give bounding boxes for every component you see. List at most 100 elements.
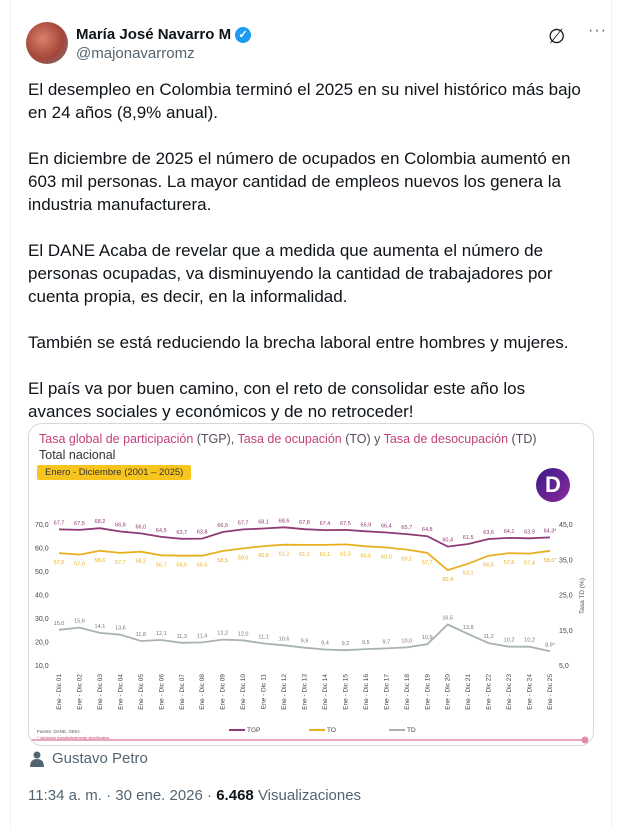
right-axis-tick: 15,0 bbox=[559, 628, 573, 635]
series-line-tgp bbox=[58, 526, 551, 548]
data-label-td: 11,1 bbox=[258, 634, 268, 640]
verified-badge-icon[interactable]: ✓ bbox=[235, 26, 252, 43]
data-label-to: 60,5 bbox=[361, 553, 372, 559]
chart-title: Tasa global de participación (TGP), Tasa… bbox=[39, 432, 537, 446]
data-label-tgp: 66,6 bbox=[217, 523, 228, 529]
person-icon bbox=[30, 751, 44, 767]
data-label-to: 61,1 bbox=[299, 552, 310, 558]
paragraph: El país va por buen camino, con el reto … bbox=[28, 379, 526, 421]
tweet-meta: 11:34 a. m. · 30 ene. 2026 · 6.468 Visua… bbox=[28, 787, 362, 804]
left-axis-tick: 50,0 bbox=[35, 569, 49, 576]
data-label-tgp: 67,5 bbox=[340, 521, 351, 527]
data-label-to: 58,6* bbox=[544, 558, 558, 564]
period-badge: Enero - Diciembre (2001 – 2025) bbox=[37, 465, 192, 480]
series-line-td bbox=[58, 623, 551, 653]
data-label-tgp: 63,7 bbox=[176, 530, 187, 536]
data-label-to: 61,3 bbox=[340, 551, 351, 557]
series-line-to bbox=[58, 543, 551, 572]
data-label-tgp: 67,7 bbox=[238, 520, 249, 526]
data-label-to: 57,0 bbox=[74, 562, 85, 568]
chart-plot: 70,0 60,0 50,0 40,0 30,0 20,0 10,0 45,0 35,0 25,0… bbox=[29, 518, 589, 744]
left-axis-tick: 60,0 bbox=[35, 546, 49, 553]
data-label-tgp: 67,8 bbox=[299, 520, 310, 526]
x-axis-tick: Ene - Dic 09 bbox=[220, 674, 227, 710]
data-label-td: 15,0 bbox=[54, 621, 65, 627]
tweet-card bbox=[10, 0, 612, 828]
data-label-to: 60,6 bbox=[258, 553, 269, 559]
x-axis-tick: Ene - Dic 19 bbox=[424, 674, 431, 710]
data-label-td: 11,2 bbox=[483, 634, 493, 640]
chart-source: Fuente: DANE, GEIH. bbox=[37, 729, 81, 734]
data-label-to: 56,5 bbox=[197, 563, 208, 569]
x-axis-tick: Ene - Dic 16 bbox=[363, 674, 370, 710]
author-name[interactable]: María José Navarro M bbox=[76, 26, 232, 43]
data-label-td: 10,6 bbox=[279, 636, 290, 642]
right-axis-tick: 5,0 bbox=[559, 663, 569, 670]
avatar[interactable] bbox=[26, 22, 68, 64]
x-axis-tick: Ene - Dic 14 bbox=[322, 674, 329, 710]
data-label-tgp: 67,7 bbox=[54, 520, 65, 526]
data-label-to: 58,5 bbox=[217, 558, 228, 564]
data-label-td: 12,2 bbox=[217, 631, 228, 637]
data-label-td: 12,0 bbox=[238, 631, 249, 637]
data-label-tgp: 60,4 bbox=[442, 538, 453, 544]
data-label-to: 57,7 bbox=[115, 560, 126, 566]
data-label-to: 59,6 bbox=[238, 555, 249, 561]
author-name-row[interactable]: María José Navarro M ✓ bbox=[76, 26, 252, 43]
data-label-tgp: 63,9 bbox=[524, 529, 535, 535]
data-label-td: 9,4 bbox=[321, 640, 329, 646]
chart-image[interactable]: Tasa global de participación (TGP), Tasa… bbox=[28, 423, 594, 746]
data-label-td: 11,4 bbox=[197, 633, 207, 639]
data-label-to: 61,1 bbox=[320, 552, 331, 558]
data-label-to: 56,5 bbox=[176, 563, 187, 569]
left-axis-tick: 20,0 bbox=[35, 640, 49, 647]
more-dots-icon[interactable]: ··· bbox=[588, 22, 607, 39]
left-axis-tick: 30,0 bbox=[35, 616, 49, 623]
tweet-time[interactable]: 11:34 a. m. bbox=[28, 787, 102, 804]
right-axis-tick: 45,0 bbox=[559, 522, 573, 529]
data-label-to: 57,6 bbox=[54, 560, 65, 566]
x-axis-tick: Ene - Dic 24 bbox=[527, 674, 534, 710]
paragraph: También se está reduciendo la brecha lab… bbox=[28, 333, 569, 352]
data-label-to: 59,1 bbox=[401, 557, 412, 563]
paragraph: En diciembre de 2025 el número de ocupad… bbox=[28, 149, 571, 214]
tweet-date[interactable]: 30 ene. 2026 bbox=[115, 787, 203, 804]
tagged-user[interactable]: Gustavo Petro bbox=[30, 750, 148, 767]
data-label-td: 10,0 bbox=[401, 638, 412, 644]
x-axis-tick: Ene - Dic 02 bbox=[76, 674, 83, 710]
view-count: 6.468 bbox=[216, 787, 254, 804]
author-handle[interactable]: @majonavarromz bbox=[76, 45, 195, 62]
data-label-td: 9,9 bbox=[301, 639, 309, 645]
data-label-to: 60,0 bbox=[381, 555, 392, 561]
paragraph: El DANE Acaba de revelar que a medida qu… bbox=[28, 241, 553, 306]
data-label-td: 13,8 bbox=[463, 625, 474, 631]
right-axis-tick: 35,0 bbox=[559, 557, 573, 564]
x-axis-tick: Ene - Dic 22 bbox=[486, 674, 493, 710]
data-label-to: 53,1 bbox=[463, 571, 474, 577]
x-axis-tick: Ene - Dic 15 bbox=[342, 674, 349, 710]
data-label-tgp: 66,4 bbox=[381, 523, 392, 529]
data-label-to: 58,2 bbox=[135, 559, 146, 565]
right-axis-tick: 25,0 bbox=[559, 593, 573, 600]
data-label-to: 57,7 bbox=[422, 560, 433, 566]
tweet-text: El desempleo en Colombia terminó el 2025… bbox=[28, 78, 588, 446]
tagged-user-name[interactable]: Gustavo Petro bbox=[52, 750, 148, 767]
x-axis-tick: Ene - Dic 08 bbox=[199, 674, 206, 710]
data-label-to: 57,6 bbox=[504, 560, 515, 566]
chart-note: * Variación estadísticamente significati… bbox=[37, 735, 110, 740]
right-axis-label: Tasa TD (%) bbox=[579, 578, 586, 614]
x-axis-tick: Ene - Dic 25 bbox=[547, 674, 554, 710]
data-label-tgp: 68,6 bbox=[279, 518, 290, 524]
x-axis-tick: Ene - Dic 21 bbox=[465, 674, 472, 710]
legend-label: TD bbox=[407, 727, 416, 734]
data-label-to: 50,4 bbox=[442, 577, 453, 583]
x-axis-tick: Ene - Dic 05 bbox=[138, 674, 145, 710]
data-label-td: 9,2 bbox=[342, 641, 350, 647]
data-label-tgp: 64,1 bbox=[504, 529, 515, 535]
data-label-tgp: 66,9 bbox=[361, 522, 372, 528]
data-label-tgp: 68,1 bbox=[258, 519, 269, 525]
data-label-tgp: 64,5 bbox=[156, 528, 167, 534]
grok-slash-icon[interactable]: ∅ bbox=[548, 26, 566, 48]
data-label-td: 10,9 bbox=[422, 635, 433, 641]
left-axis-tick: 70,0 bbox=[35, 522, 49, 529]
